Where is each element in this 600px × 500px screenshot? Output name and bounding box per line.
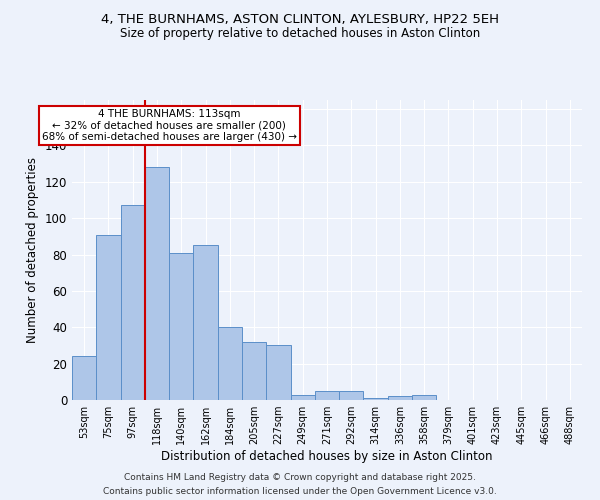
Bar [388, 396, 412, 400]
Text: Size of property relative to detached houses in Aston Clinton: Size of property relative to detached ho… [120, 28, 480, 40]
Bar [96, 234, 121, 400]
Bar [242, 342, 266, 400]
Text: Contains HM Land Registry data © Crown copyright and database right 2025.: Contains HM Land Registry data © Crown c… [124, 473, 476, 482]
Bar [266, 346, 290, 400]
Bar [169, 252, 193, 400]
Text: 4, THE BURNHAMS, ASTON CLINTON, AYLESBURY, HP22 5EH: 4, THE BURNHAMS, ASTON CLINTON, AYLESBUR… [101, 12, 499, 26]
Bar [315, 391, 339, 400]
Text: 4 THE BURNHAMS: 113sqm
← 32% of detached houses are smaller (200)
68% of semi-de: 4 THE BURNHAMS: 113sqm ← 32% of detached… [41, 109, 296, 142]
Bar [339, 391, 364, 400]
Text: Contains public sector information licensed under the Open Government Licence v3: Contains public sector information licen… [103, 486, 497, 496]
Bar [193, 246, 218, 400]
Bar [412, 394, 436, 400]
Y-axis label: Number of detached properties: Number of detached properties [26, 157, 39, 343]
Bar [218, 328, 242, 400]
Bar [364, 398, 388, 400]
X-axis label: Distribution of detached houses by size in Aston Clinton: Distribution of detached houses by size … [161, 450, 493, 463]
Bar [290, 394, 315, 400]
Bar [145, 168, 169, 400]
Bar [121, 206, 145, 400]
Bar [72, 356, 96, 400]
